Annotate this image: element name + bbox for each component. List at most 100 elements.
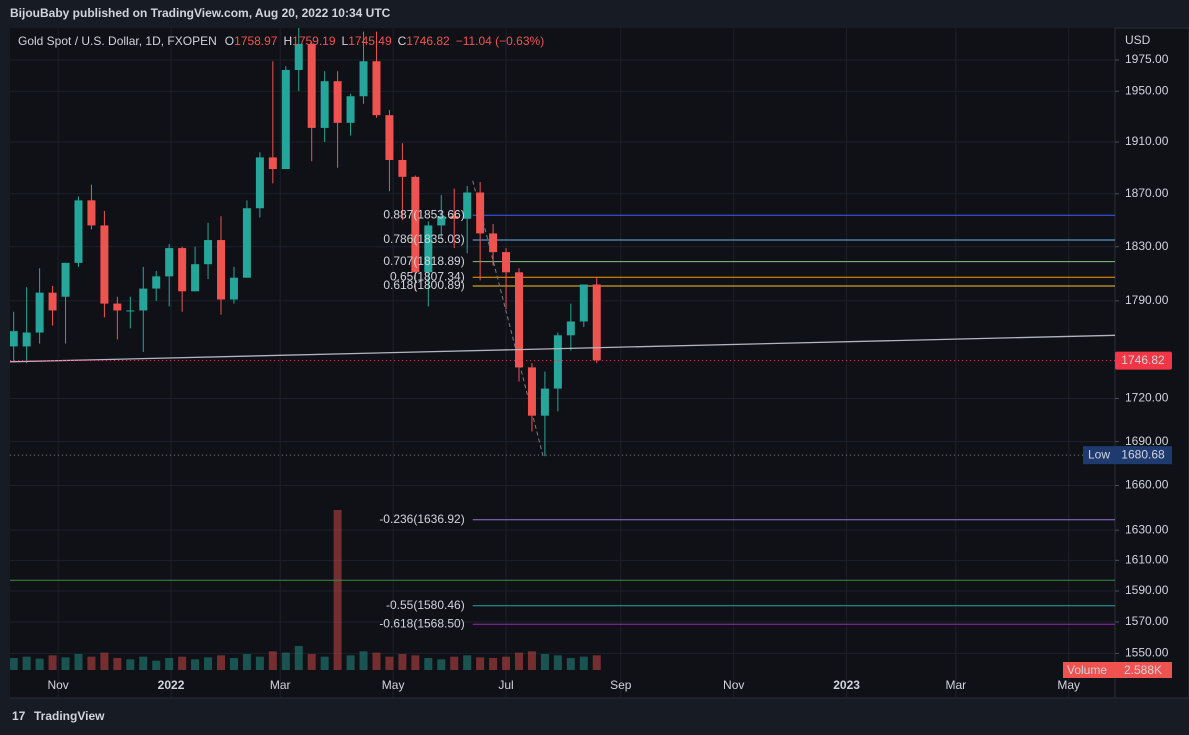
volume-bar [139, 656, 148, 670]
volume-bar [255, 656, 264, 670]
volume-bar [411, 655, 420, 670]
volume-bar [540, 654, 549, 670]
volume-bar [10, 658, 18, 670]
candle-body [281, 69, 290, 170]
fib-label: 0.707(1818.89) [383, 254, 464, 268]
overlay: 1975.00 1950.00 1910.00 1870.00 1830.00 1790.… [18, 33, 1172, 692]
candle-body [191, 264, 200, 292]
volume-bar [191, 659, 200, 670]
volume-bar [22, 656, 31, 670]
volume-bar [229, 658, 238, 670]
fib-label: -0.236(1636.92) [379, 512, 464, 526]
last-price-label: 1746.82 [1121, 353, 1165, 367]
y-tick-label: 1790.00 [1125, 293, 1169, 307]
candle-body [411, 176, 420, 273]
x-tick-label: Nov [723, 678, 744, 692]
volume-bar [476, 657, 485, 670]
volume-bar [217, 655, 226, 670]
currency: USD [1125, 33, 1151, 47]
candle-body [424, 225, 433, 273]
candle-body [242, 208, 251, 278]
volume-bar [74, 654, 83, 670]
volume-bar [489, 658, 498, 670]
y-tick-label: 1870.00 [1125, 186, 1169, 200]
volume-bar [281, 652, 290, 670]
candle-body [372, 61, 381, 116]
volume-bar [126, 659, 135, 670]
y-tick-label: 1830.00 [1125, 239, 1169, 253]
volume-bar [346, 655, 355, 670]
candle-body [307, 43, 316, 128]
y-tick-label: 1690.00 [1125, 434, 1169, 448]
candle-body [22, 332, 31, 347]
low-tag-label: Low [1088, 447, 1110, 461]
legend-item: −11.04 (−0.63%) [456, 34, 545, 48]
candle-body [553, 335, 562, 389]
x-tick-label: Mar [270, 678, 291, 692]
volume-bar [515, 652, 524, 670]
volume-bar [178, 656, 187, 670]
candle-body [385, 115, 394, 160]
volume-bar [450, 656, 459, 670]
legend-item: 1758.97 [234, 34, 278, 48]
candle-body [74, 200, 83, 263]
volume-bar [424, 658, 433, 670]
fib-label: 0.618(1800.89) [383, 278, 464, 292]
candle-body [476, 192, 485, 234]
candle-body [61, 262, 70, 297]
y-tick-label: 1720.00 [1125, 391, 1169, 405]
candle-body [35, 292, 44, 333]
chart-area [10, 28, 1189, 698]
fib-label: 0.65(1807.34) [390, 269, 465, 283]
candle-body [515, 272, 524, 368]
volume-bar [333, 510, 342, 670]
volume-bar [566, 658, 575, 670]
candle-body [579, 284, 588, 322]
fib-label: -0.55(1580.46) [386, 598, 465, 612]
candle-body [502, 252, 511, 273]
x-tick-label: Jul [498, 678, 513, 692]
candle-body [489, 233, 498, 253]
candle-body [48, 292, 57, 311]
publisher: BijouBaby published on TradingView.com, … [10, 6, 391, 20]
candle-body [527, 367, 536, 416]
y-tick-label: 1550.00 [1125, 646, 1169, 660]
candle-body [398, 159, 407, 177]
volume-bar [242, 654, 251, 670]
candle-body [437, 216, 446, 226]
brand-logo: 17 [12, 709, 26, 723]
volume-bar [268, 651, 277, 670]
plot [10, 28, 1115, 698]
candle-body [359, 61, 368, 97]
candle-body [87, 200, 96, 226]
volume-bar [307, 654, 316, 670]
y-tick-label: 1610.00 [1125, 553, 1169, 567]
candle-body [126, 310, 135, 312]
volume-bar [398, 654, 407, 670]
volume-bar [463, 655, 472, 670]
volume-bar [61, 657, 70, 670]
volume-bar [579, 656, 588, 670]
candle-body [178, 248, 187, 292]
volume-bar [437, 659, 446, 670]
legend: Gold Spot / U.S. Dollar, 1D, FXOPEN O1758… [18, 34, 544, 48]
y-tick-label: 1950.00 [1125, 83, 1169, 97]
x-tick-label: 2023 [833, 678, 860, 692]
candle-body [592, 284, 601, 361]
x-tick-label: May [382, 678, 405, 692]
candle-body [540, 388, 549, 416]
low-box [1115, 446, 1172, 465]
volume-name: Volume [1067, 663, 1107, 677]
volume-bar [113, 658, 122, 670]
trend-line [10, 334, 1115, 363]
candle-body [333, 81, 342, 123]
volume-bar [204, 657, 213, 670]
volume-bar [152, 660, 161, 670]
low-label: 1680.68 [1121, 447, 1165, 461]
legend-item: O [225, 34, 234, 48]
fib-label: -0.618(1568.50) [379, 616, 464, 630]
x-tick-label: Nov [47, 678, 68, 692]
volume-bar [294, 646, 303, 670]
legend-item: 1759.19 [292, 34, 336, 48]
